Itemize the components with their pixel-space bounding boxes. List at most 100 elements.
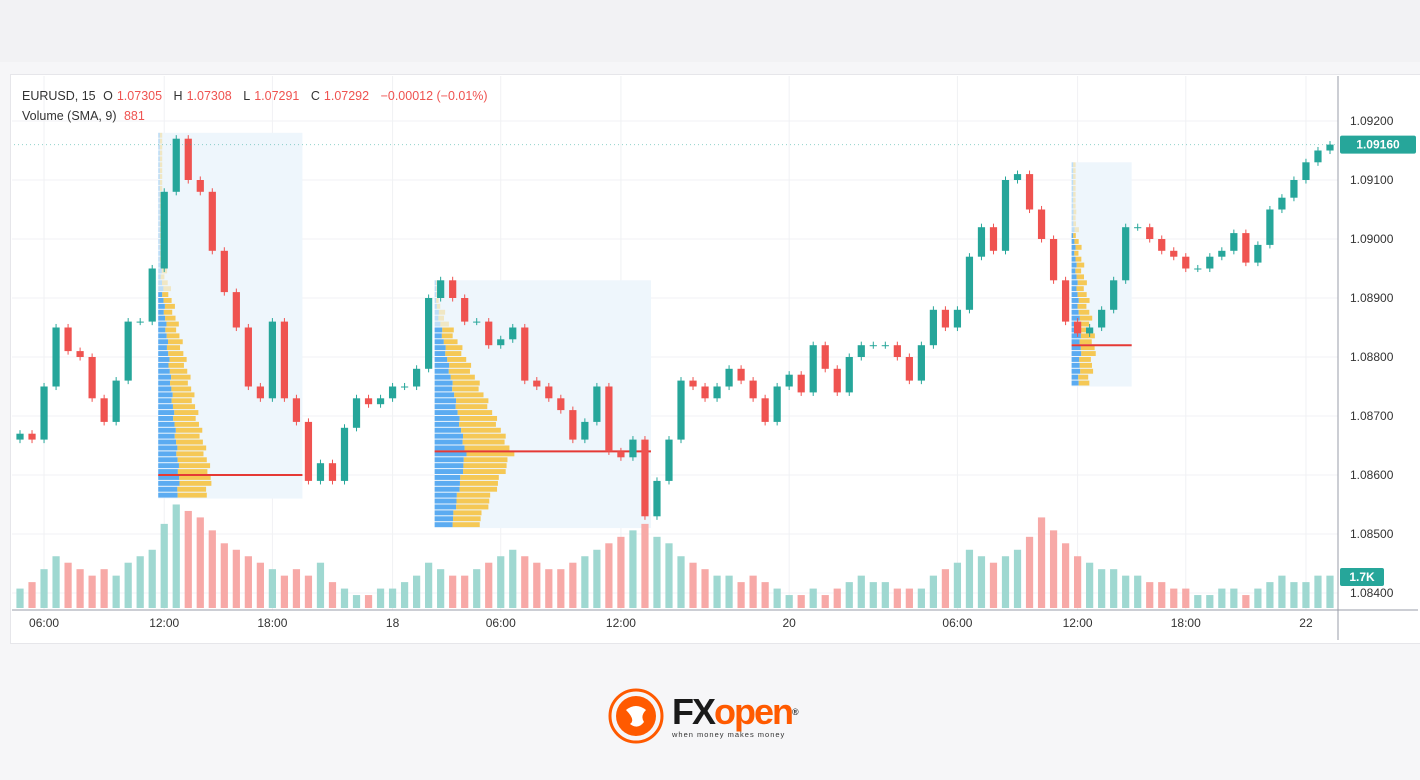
volume-profile-bar-down bbox=[1073, 162, 1076, 168]
volume-indicator-value: 881 bbox=[123, 109, 145, 123]
volume-profile-bar-down bbox=[1077, 280, 1087, 286]
candle-body bbox=[761, 398, 769, 422]
candle-body bbox=[641, 439, 649, 517]
volume-profile-bar-down bbox=[1073, 215, 1076, 221]
volume-bar bbox=[1218, 588, 1226, 608]
volume-profile-bar-up bbox=[1071, 203, 1074, 209]
volume-bar bbox=[1013, 549, 1022, 608]
volume-bar bbox=[388, 588, 397, 608]
volume-profile-bar-up bbox=[158, 250, 161, 256]
volume-profile-bar-up bbox=[158, 239, 160, 244]
open-label: O bbox=[103, 89, 113, 103]
symbol[interactable]: EURUSD, 15 bbox=[22, 89, 96, 103]
chart-canvas[interactable]: 1.09200 1.09100 1.09000 1.08900 1.08800 1.087… bbox=[0, 0, 1420, 650]
volume-bar bbox=[725, 575, 733, 608]
volume-profile-bar-down bbox=[179, 480, 212, 486]
volume-indicator-label[interactable]: Volume (SMA, 9) bbox=[22, 109, 117, 123]
volume-bar bbox=[617, 536, 625, 608]
volume-profile-bar-up bbox=[1071, 162, 1074, 168]
volume-bar bbox=[713, 575, 721, 608]
volume-profile-bar-up bbox=[1071, 298, 1079, 303]
volume-bar bbox=[256, 562, 264, 608]
volume-profile-bar-up bbox=[1071, 256, 1076, 262]
volume-bar bbox=[761, 582, 769, 608]
candle-body bbox=[449, 280, 457, 298]
volume-profile-bar-down bbox=[166, 345, 181, 351]
candle-body bbox=[1170, 250, 1178, 257]
volume-bar bbox=[124, 562, 132, 608]
volume-profile-bar-down bbox=[177, 486, 207, 492]
volume-profile-bar-down bbox=[176, 439, 203, 445]
volume-profile-bar-up bbox=[1071, 250, 1075, 256]
candle-body bbox=[1326, 144, 1334, 151]
volume-profile-bar-up bbox=[1071, 168, 1074, 174]
volume-profile-bar-down bbox=[456, 492, 491, 498]
volume-bar bbox=[88, 575, 96, 608]
volume-profile-bar-up bbox=[158, 469, 178, 474]
candle-body bbox=[497, 339, 505, 346]
volume-profile-bar-down bbox=[466, 451, 515, 457]
volume-bar bbox=[1122, 575, 1130, 608]
volume-bar bbox=[461, 575, 469, 608]
candle-body bbox=[1074, 321, 1082, 334]
volume-row: Volume (SMA, 9) 881 bbox=[22, 106, 492, 126]
volume-profile-bar-up bbox=[158, 268, 162, 274]
volume-bar bbox=[485, 562, 493, 608]
volume-profile-bar-up bbox=[434, 327, 443, 333]
volume-profile-bar-down bbox=[171, 374, 191, 380]
candle-body bbox=[905, 357, 913, 381]
volume-profile-bar-up bbox=[158, 303, 165, 309]
volume-profile-bar-down bbox=[1077, 292, 1087, 297]
volume-profile-bar-up bbox=[158, 274, 161, 280]
volume-profile-bar-up bbox=[434, 463, 464, 469]
volume-profile-bar-down bbox=[1079, 327, 1092, 333]
volume-profile-bar-down bbox=[1073, 185, 1076, 191]
volume-profile-bar-down bbox=[170, 380, 188, 386]
volume-profile-bar-down bbox=[1074, 227, 1079, 233]
volume-profile-bar-down bbox=[1076, 286, 1084, 292]
candle-body bbox=[689, 380, 697, 387]
volume-profile-bar-up bbox=[434, 480, 460, 486]
volume-bar bbox=[1290, 582, 1298, 608]
candle-body bbox=[893, 345, 901, 357]
volume-profile-bar-down bbox=[1073, 191, 1076, 197]
candle-body bbox=[16, 433, 24, 440]
volume-profile-bar-down bbox=[460, 475, 499, 480]
volume-profile-bar-up bbox=[434, 404, 456, 410]
time-tick-label: 18:00 bbox=[257, 616, 287, 630]
candle-body bbox=[953, 309, 962, 328]
candle-body bbox=[244, 327, 252, 387]
volume-bar bbox=[773, 588, 781, 608]
candle-body bbox=[400, 386, 409, 388]
volume-profile-bar-down bbox=[176, 451, 204, 457]
volume-bar bbox=[52, 556, 60, 608]
volume-bar bbox=[1206, 595, 1214, 608]
volume-profile-bar-up bbox=[158, 197, 160, 203]
time-tick-label: 12:00 bbox=[149, 616, 179, 630]
volume-profile-bar-up bbox=[158, 463, 179, 469]
candle-body bbox=[1098, 309, 1106, 328]
volume-profile-bar-up bbox=[158, 368, 170, 374]
volume-bar bbox=[1049, 530, 1058, 608]
volume-bar bbox=[112, 575, 120, 608]
volume-profile-bar-up bbox=[434, 292, 437, 297]
volume-profile-bar-up bbox=[434, 475, 461, 480]
volume-bar bbox=[905, 588, 913, 608]
candle-body bbox=[1290, 180, 1298, 198]
volume-bar bbox=[400, 582, 409, 608]
candle-body bbox=[328, 463, 337, 481]
price-tick-label: 1.08900 bbox=[1350, 291, 1394, 305]
volume-bar bbox=[1001, 556, 1010, 608]
volume-profile-bar-down bbox=[438, 309, 446, 315]
volume-profile-bar-down bbox=[174, 421, 199, 427]
volume-profile-bar-down bbox=[461, 427, 501, 433]
candle-body bbox=[725, 368, 733, 387]
candle-body bbox=[136, 321, 144, 323]
volume-profile-bar-down bbox=[436, 298, 439, 303]
volume-bar bbox=[413, 575, 421, 608]
price-tick-label: 1.08500 bbox=[1350, 527, 1394, 541]
candle-body bbox=[1266, 209, 1274, 245]
candle-body bbox=[629, 439, 637, 458]
candle-body bbox=[1254, 244, 1262, 263]
volume-profile-bar-down bbox=[459, 486, 498, 492]
